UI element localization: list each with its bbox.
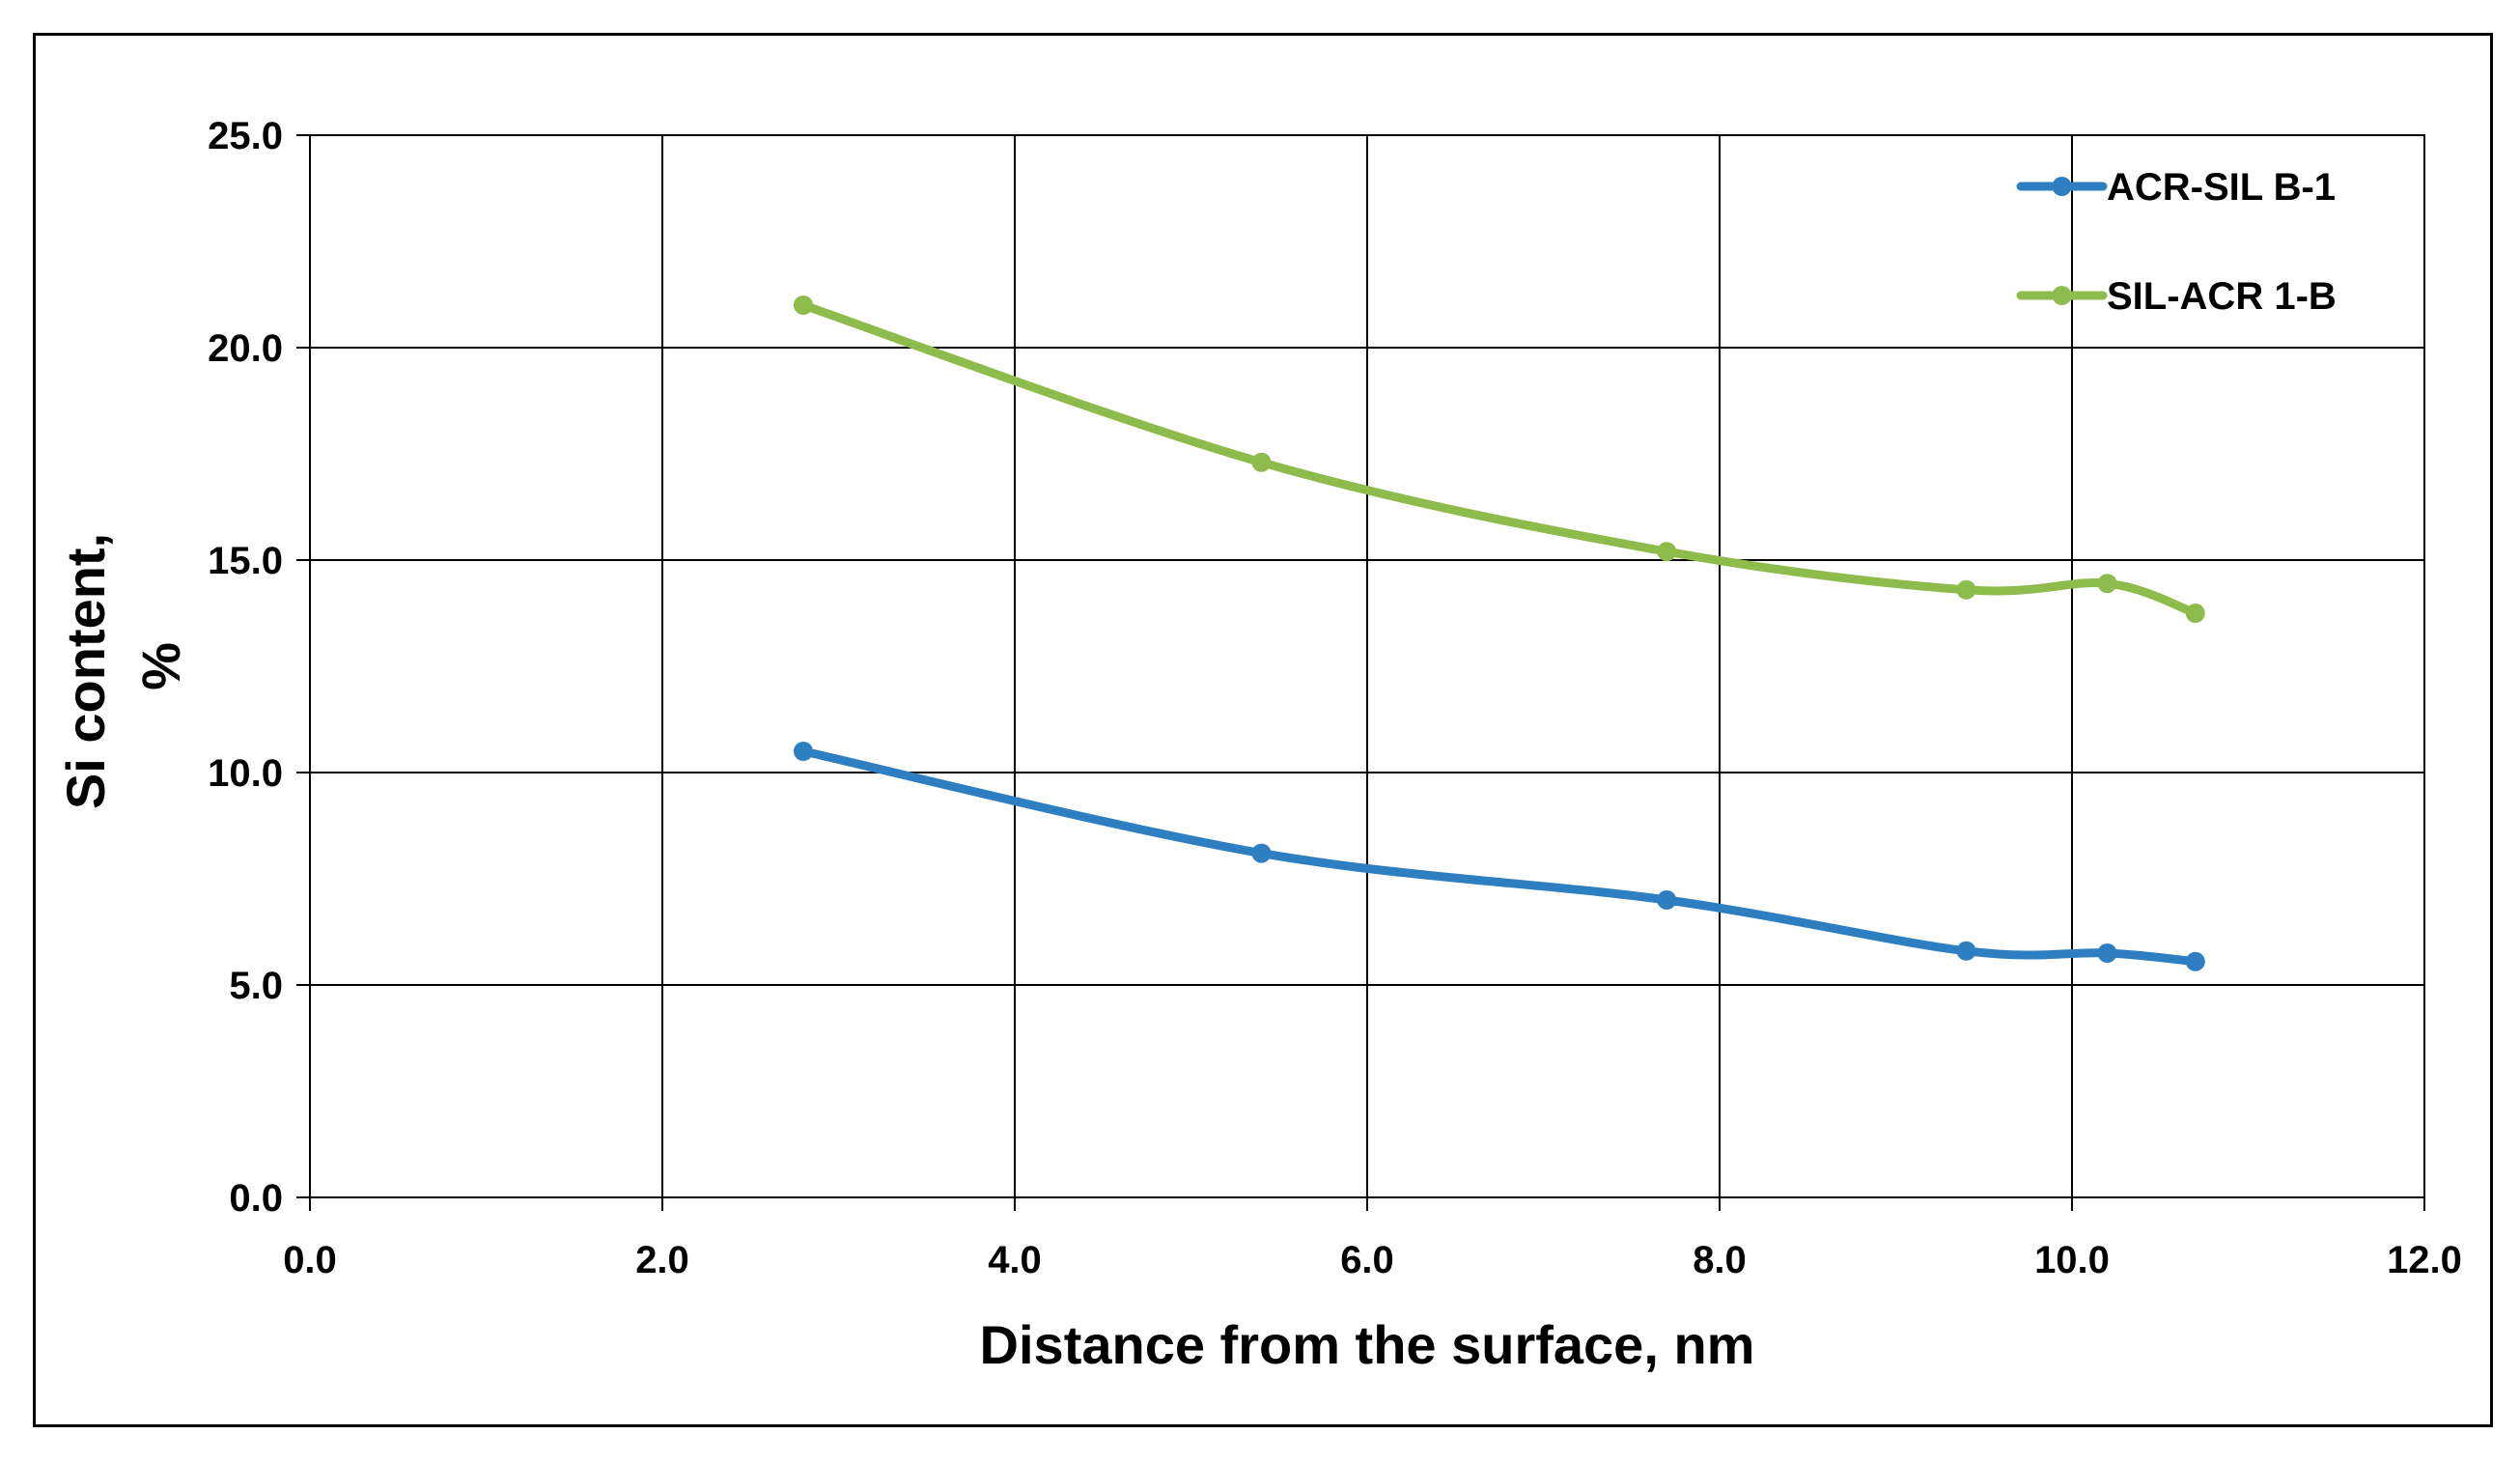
legend: ACR-SIL B-1 SIL-ACR 1-B — [2016, 166, 2337, 318]
data-point — [1657, 542, 1677, 562]
data-point — [1956, 579, 1976, 600]
y-tick-label: 25.0 — [208, 115, 283, 157]
y-axis: 0.0 5.0 10.0 15.0 20.0 25.0 — [208, 115, 310, 1220]
data-point — [1956, 941, 1976, 961]
legend-item: SIL-ACR 1-B — [2016, 275, 2337, 318]
x-tick-label: 6.0 — [1340, 1239, 1394, 1281]
x-tick-label: 0.0 — [283, 1239, 337, 1281]
y-tick-label: 10.0 — [208, 752, 283, 795]
y-tick-label: 0.0 — [229, 1177, 283, 1220]
y-axis-title-line2: % — [130, 642, 191, 690]
x-axis: 0.0 2.0 4.0 6.0 8.0 10.0 12.0 — [283, 1197, 2462, 1281]
x-axis-title: Distance from the surface, nm — [980, 1314, 1755, 1375]
x-tick-label: 4.0 — [988, 1239, 1042, 1281]
legend-label: ACR-SIL B-1 — [2107, 166, 2336, 209]
x-tick-label: 10.0 — [2034, 1239, 2110, 1281]
x-tick-label: 8.0 — [1693, 1239, 1747, 1281]
data-point — [2097, 574, 2117, 594]
y-tick-label: 20.0 — [208, 327, 283, 370]
series-sil-acr-1-b — [794, 295, 2205, 623]
series-line — [798, 300, 2200, 618]
data-point — [1657, 890, 1677, 910]
chart-frame — [33, 33, 2493, 1427]
data-point — [2185, 951, 2205, 971]
data-point — [2097, 943, 2117, 963]
data-point — [1251, 452, 1272, 472]
data-point — [1251, 843, 1272, 863]
x-tick-label: 12.0 — [2387, 1239, 2462, 1281]
x-tick-label: 2.0 — [635, 1239, 689, 1281]
legend-marker — [2052, 177, 2072, 196]
y-axis-title: Si content, % — [55, 533, 191, 809]
data-point — [794, 295, 813, 315]
legend-marker — [2052, 286, 2072, 305]
y-tick-label: 15.0 — [208, 540, 283, 582]
data-point — [794, 742, 813, 761]
series-layer — [794, 295, 2205, 971]
series-acr-sil-b-1 — [794, 742, 2205, 971]
legend-label: SIL-ACR 1-B — [2107, 275, 2337, 318]
data-point — [2185, 604, 2205, 623]
y-axis-title-line1: Si content, — [55, 533, 116, 809]
y-tick-label: 5.0 — [229, 965, 283, 1007]
legend-item: ACR-SIL B-1 — [2016, 166, 2336, 209]
series-line — [798, 746, 2200, 967]
